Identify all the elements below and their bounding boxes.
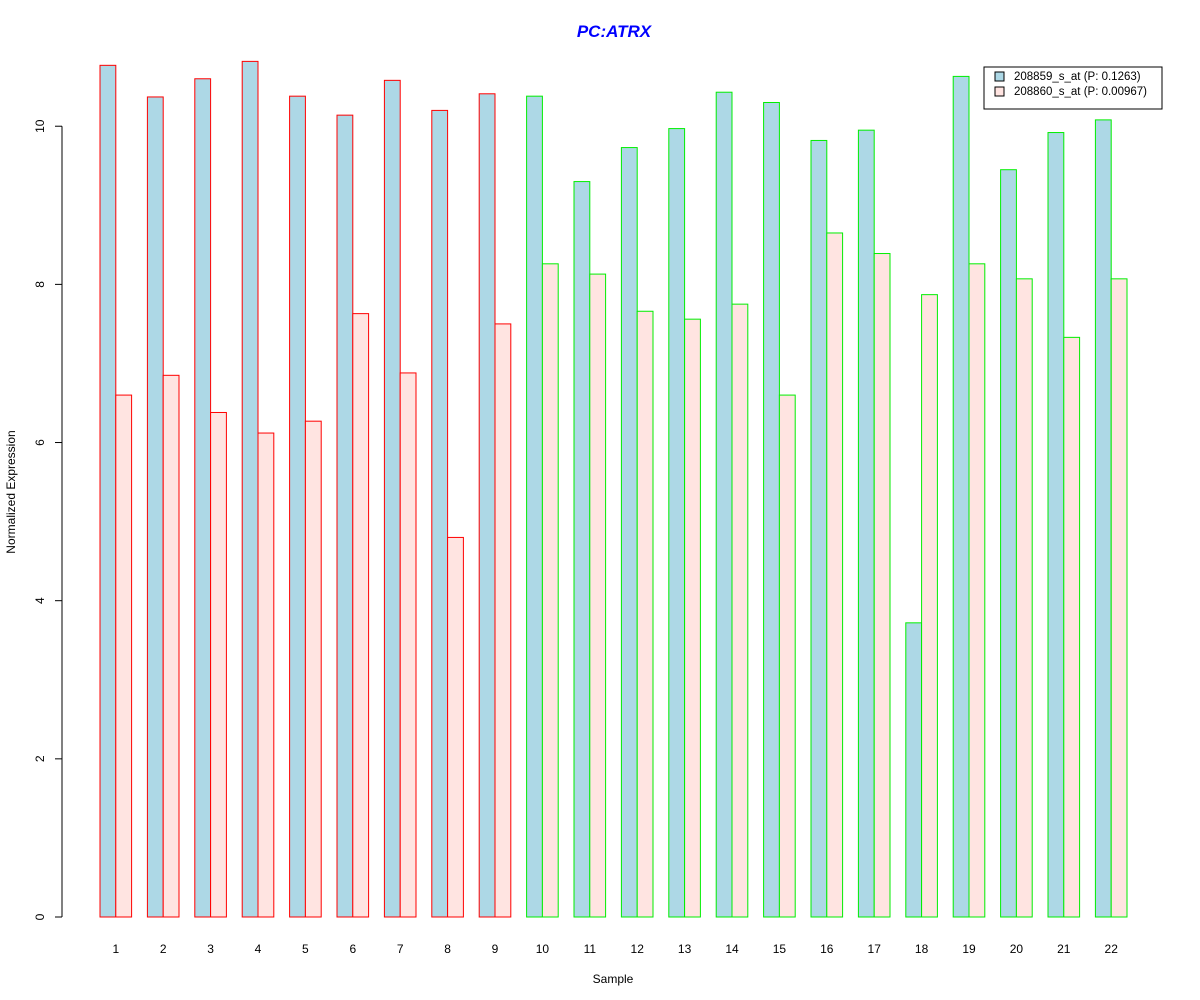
- bar-series-2: [873, 253, 891, 918]
- bar-series-1: [478, 93, 496, 918]
- bar-series-1: [715, 91, 733, 918]
- bar-series-1: [952, 75, 970, 918]
- x-axis-label: Sample: [593, 972, 634, 986]
- bar-series-2: [826, 232, 844, 918]
- y-tick-label: 4: [33, 597, 47, 604]
- y-tick-label: 10: [33, 119, 47, 133]
- y-axis-label: Normalized Expression: [4, 430, 18, 553]
- y-tick-label: 0: [33, 913, 47, 920]
- bar-series-1: [383, 79, 401, 918]
- bar-series-1: [241, 60, 259, 918]
- bar-series-1: [810, 139, 828, 918]
- x-tick-label: 22: [1105, 942, 1119, 956]
- bar-series-1: [99, 64, 117, 918]
- legend-box: [983, 66, 1163, 110]
- bar-series-1: [431, 109, 449, 918]
- bar-series-2: [636, 310, 654, 918]
- bar-series-2: [447, 536, 464, 918]
- y-axis: 0 2 4 6 8 10: [33, 119, 63, 920]
- x-tick-label: 2: [160, 942, 167, 956]
- x-tick-label: 15: [773, 942, 787, 956]
- bar-series-1: [194, 78, 212, 918]
- legend-entry: 208860_s_at (P: 0.00967): [1014, 86, 1147, 98]
- x-tick-label: 3: [207, 942, 214, 956]
- bar-series-1: [573, 181, 591, 918]
- x-tick-label: 10: [536, 942, 550, 956]
- x-tick-label: 21: [1057, 942, 1071, 956]
- y-tick-label: 2: [33, 755, 47, 762]
- x-tick-label: 6: [349, 942, 356, 956]
- bar-series-2: [731, 303, 749, 918]
- bar-series-2: [352, 313, 370, 918]
- bar-series-1: [146, 96, 164, 918]
- bar-series-2: [968, 263, 986, 918]
- bar-series-1: [526, 95, 543, 918]
- bars: [99, 60, 1128, 918]
- x-tick-label: 1: [112, 942, 119, 956]
- x-tick-label: 7: [397, 942, 404, 956]
- bar-series-2: [684, 318, 701, 918]
- chart-title: PC:ATRX: [577, 22, 653, 41]
- bar-series-2: [210, 411, 227, 918]
- bar-series-2: [115, 394, 133, 918]
- x-tick-label: 16: [820, 942, 834, 956]
- bar-series-2: [304, 420, 322, 918]
- bar-series-1: [857, 129, 875, 918]
- bar-series-1: [668, 128, 686, 918]
- bar-series-2: [1015, 278, 1033, 918]
- bar-series-1: [336, 114, 354, 918]
- x-tick-label: 14: [725, 942, 739, 956]
- legend-swatch: [994, 86, 1005, 97]
- x-tick-label: 5: [302, 942, 309, 956]
- bar-series-1: [1000, 169, 1017, 918]
- x-tick-label: 13: [678, 942, 692, 956]
- bar-series-2: [399, 372, 417, 918]
- x-tick-label: 9: [492, 942, 499, 956]
- legend-entry: 208859_s_at (P: 0.1263): [1014, 71, 1141, 83]
- x-tick-label: 20: [1010, 942, 1024, 956]
- bar-series-2: [778, 394, 796, 918]
- bar-series-1: [905, 622, 923, 918]
- bar-series-2: [541, 263, 559, 918]
- bar-series-2: [921, 294, 938, 918]
- bar-series-1: [1094, 119, 1112, 918]
- x-tick-label: 18: [915, 942, 929, 956]
- bar-series-1: [620, 147, 638, 918]
- bar-series-2: [162, 374, 180, 918]
- bar-series-2: [1110, 278, 1128, 918]
- bar-series-1: [763, 101, 780, 918]
- y-tick-label: 6: [33, 439, 47, 446]
- x-tick-label: 8: [444, 942, 451, 956]
- x-tick-label: 4: [255, 942, 262, 956]
- y-tick-label: 8: [33, 281, 47, 288]
- x-tick-label: 12: [631, 942, 645, 956]
- bar-series-1: [1047, 132, 1065, 918]
- x-tick-label: 19: [962, 942, 976, 956]
- bar-series-2: [589, 273, 607, 918]
- bar-series-1: [289, 95, 306, 918]
- x-axis-tick-labels: 1 2 3 4 5 6 7 8 9 10 11 12 13 14 15 16 17 18 19 20 21 22: [112, 942, 1118, 956]
- bar-series-2: [494, 323, 512, 918]
- x-tick-label: 11: [584, 942, 597, 956]
- bar-series-2: [1063, 336, 1081, 918]
- legend: 208859_s_at (P: 0.1263) 208860_s_at (P: 0…: [983, 66, 1163, 110]
- legend-swatch: [994, 71, 1005, 82]
- x-tick-label: 17: [868, 942, 882, 956]
- bar-series-2: [257, 432, 275, 918]
